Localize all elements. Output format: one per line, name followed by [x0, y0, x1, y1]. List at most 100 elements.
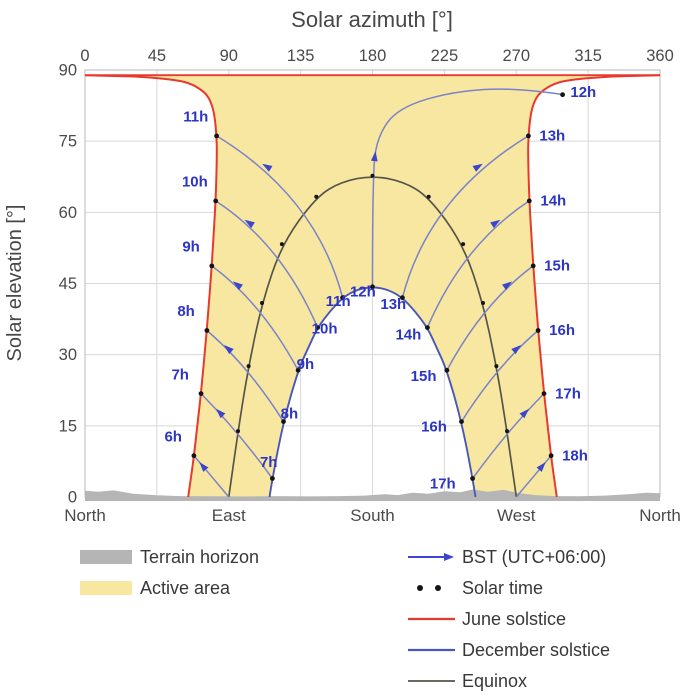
x-axis-title: Solar azimuth [°] [291, 7, 453, 32]
solar-time-dot [246, 364, 251, 369]
y-tick-label: 60 [59, 204, 77, 222]
solar-time-dot [340, 295, 345, 301]
legend-label: Equinox [462, 671, 527, 691]
solar-time-dot [425, 325, 430, 330]
legend-item: BST (UTC+06:00) [408, 547, 606, 567]
hour-label-december-11h: 11h [326, 293, 351, 310]
y-tick-label: 75 [59, 133, 77, 151]
x-tick-label: 270 [502, 47, 530, 65]
hour-arrow-icon [370, 151, 378, 162]
hour-line-12h [371, 88, 565, 287]
hour-label-december-10h: 10h [312, 320, 338, 337]
hour-line-14h [426, 200, 530, 328]
legend-item: Active area [80, 578, 231, 598]
solar-time-dot [281, 419, 286, 424]
hour-label-december-7h: 7h [260, 454, 278, 471]
solar-time-dot [314, 194, 319, 199]
hour-label-december-16h: 16h [421, 419, 447, 436]
solar-time-dot [315, 325, 320, 330]
hour-label-december-13h: 13h [380, 296, 406, 313]
compass-label-north: North [639, 506, 681, 525]
hour-line-10h [215, 200, 319, 328]
y-tick-label: 30 [59, 346, 77, 364]
hour-line-17h [471, 393, 545, 479]
hour-arrow-icon [262, 163, 273, 172]
solar-time-dot [191, 453, 197, 459]
compass-label-north: North [64, 506, 106, 525]
hour-label-june-6h: 6h [164, 429, 182, 446]
hour-label-december-9h: 9h [297, 356, 315, 373]
legend-item: Solar time [417, 578, 543, 598]
x-tick-label: 360 [646, 47, 674, 65]
hour-label-december-15h: 15h [411, 368, 437, 385]
y-axis-title: Solar elevation [°] [4, 205, 26, 362]
compass-label-south: South [350, 506, 394, 525]
hour-label-june-15h: 15h [544, 258, 570, 275]
hour-arrow-icon [215, 408, 226, 419]
y-tick-label: 15 [59, 417, 77, 435]
solar-time-dot [370, 173, 375, 178]
legend-item: Terrain horizon [80, 547, 259, 567]
legend-label: BST (UTC+06:00) [462, 547, 606, 567]
hour-arrow-icon [199, 462, 209, 472]
solar-time-dot [535, 328, 541, 333]
legend-item: December solstice [408, 640, 610, 660]
solar-time-dot [481, 301, 485, 305]
hour-arrow-icon [519, 408, 530, 419]
hour-label-june-12h: 12h [570, 84, 596, 101]
solar-time-dot [461, 242, 466, 247]
solar-time-dot [370, 284, 375, 290]
hour-line-15h [446, 265, 534, 371]
x-tick-label: 180 [359, 47, 387, 65]
hour-line-9h [211, 265, 299, 371]
solar-time-dot [295, 367, 301, 373]
compass-label-east: East [212, 506, 246, 525]
axes-layer: 0 45 90 135 180 225 270 315 3609075604530150Nort… [59, 47, 681, 525]
hour-label-june-7h: 7h [171, 366, 189, 383]
solar-time-dot [444, 367, 450, 373]
solar-time-dot [213, 198, 219, 204]
legend-label: December solstice [462, 640, 610, 660]
x-tick-label: 0 [80, 47, 89, 65]
hour-line-8h [206, 329, 285, 422]
hour-label-june-10h: 10h [182, 174, 208, 191]
compass-label-west: West [497, 506, 536, 525]
legend: Terrain horizon Active area BST (UTC+06:00… [80, 547, 610, 691]
hour-line-7h [200, 393, 274, 479]
legend-item: Equinox [408, 671, 527, 691]
hour-label-december-12h: 12h [350, 283, 376, 300]
solar-time-dot [530, 263, 536, 269]
legend-item: June solstice [408, 609, 566, 629]
hour-label-december-14h: 14h [395, 327, 421, 344]
hour-arrow-icon [244, 219, 255, 229]
solar-time-dot [459, 419, 464, 424]
solar-time-dot [270, 476, 275, 481]
hour-line-11h [216, 135, 344, 298]
y-tick-label: 45 [59, 275, 77, 293]
solar-time-dot [236, 429, 240, 434]
hour-label-june-11h: 11h [183, 109, 208, 126]
hour-label-june-14h: 14h [540, 193, 566, 210]
x-tick-label: 225 [431, 47, 459, 65]
hour-line-18h [515, 455, 552, 498]
solar-time-dot [470, 476, 475, 481]
x-tick-label: 45 [148, 47, 166, 65]
hour-line-13h [401, 135, 529, 298]
solar-time-dot-icon [417, 585, 423, 591]
x-tick-label: 90 [220, 47, 238, 65]
solar-time-dot [505, 429, 509, 434]
hour-arrow-icon [502, 281, 513, 291]
hour-label-june-17h: 17h [555, 385, 581, 402]
terrain-horizon [85, 489, 660, 501]
solar-time-dot [526, 198, 532, 204]
hour-arrow-icon [223, 345, 234, 355]
solar-time-dot [548, 453, 554, 459]
legend-label: June solstice [462, 609, 566, 629]
solar-time-dot [526, 133, 531, 139]
solar-time-dot [400, 295, 405, 301]
y-tick-label: 0 [68, 489, 77, 507]
solar-time-dot [204, 328, 210, 333]
terrain-swatch [80, 550, 132, 564]
